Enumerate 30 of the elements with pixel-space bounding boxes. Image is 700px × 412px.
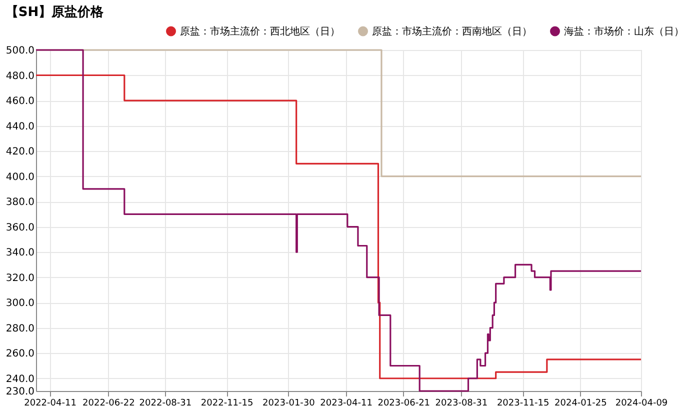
legend-label: 原盐：市场主流价：西北地区（日） bbox=[180, 25, 340, 38]
y-tick-label: 420.0 bbox=[6, 146, 34, 158]
chart-title: 【SH】原盐价格 bbox=[5, 4, 105, 20]
x-tick-label: 2022-04-11 bbox=[24, 398, 76, 408]
y-tick-label: 300.0 bbox=[6, 298, 34, 310]
y-tick-label: 230.0 bbox=[6, 386, 34, 398]
x-tick-label: 2022-11-15 bbox=[200, 398, 254, 408]
y-tick-label: 360.0 bbox=[6, 222, 34, 234]
x-tick-label: 2023-11-15 bbox=[496, 398, 550, 408]
x-tick-label: 2023-08-31 bbox=[435, 398, 488, 408]
y-tick-label: 400.0 bbox=[6, 172, 34, 183]
y-tick-label: 340.0 bbox=[6, 248, 34, 259]
y-tick-label: 240.0 bbox=[6, 374, 34, 385]
legend-label: 原盐：市场主流价：西南地区（日） bbox=[372, 25, 532, 38]
x-tick-label: 2023-06-21 bbox=[378, 398, 430, 408]
y-tick-label: 440.0 bbox=[6, 121, 34, 132]
y-tick-label: 320.0 bbox=[6, 272, 34, 284]
y-tick-label: 380.0 bbox=[6, 197, 34, 208]
y-tick-label: 500.0 bbox=[6, 46, 34, 56]
x-tick-label: 2022-06-22 bbox=[82, 398, 135, 408]
y-tick-label: 480.0 bbox=[6, 70, 34, 82]
x-tick-label: 2022-08-31 bbox=[139, 398, 192, 408]
x-tick-label: 2023-01-30 bbox=[262, 398, 316, 408]
x-tick-label: 2024-01-25 bbox=[554, 398, 607, 408]
legend-label: 海盐：市场价：山东（日） bbox=[564, 25, 684, 38]
y-tick-label: 280.0 bbox=[6, 323, 34, 334]
y-tick-label: 460.0 bbox=[6, 96, 34, 108]
y-tick-label: 260.0 bbox=[6, 348, 34, 360]
x-tick-label: 2023-04-11 bbox=[320, 398, 372, 408]
x-tick-label: 2024-04-09 bbox=[615, 398, 668, 408]
